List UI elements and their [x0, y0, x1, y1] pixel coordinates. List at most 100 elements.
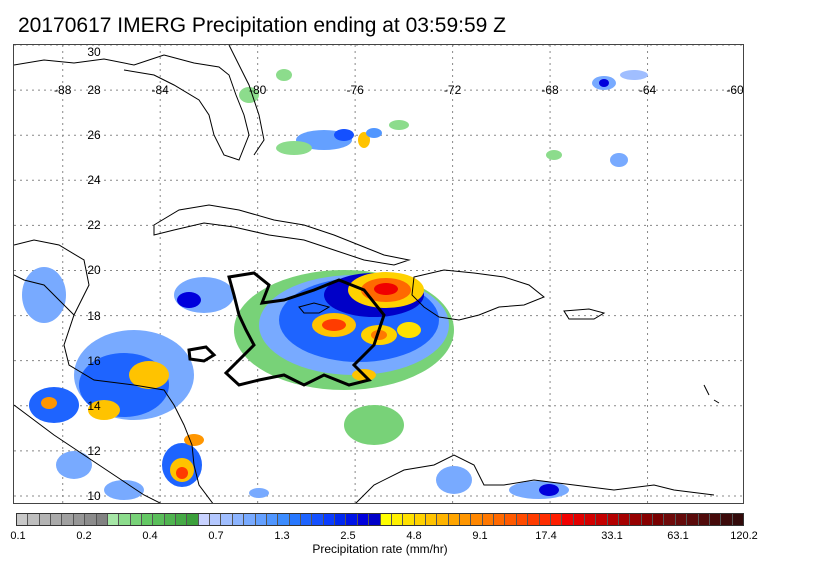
colorbar-tick-label: 0.7	[208, 530, 224, 542]
colorbar-swatch	[653, 514, 665, 525]
colorbar-swatch	[380, 514, 392, 525]
precip-cell	[599, 79, 609, 87]
lat-label: 24	[87, 173, 101, 188]
colorbar-swatch	[494, 514, 506, 525]
colorbar-swatch	[266, 514, 279, 525]
colorbar-swatch	[505, 514, 517, 525]
precip-cell	[610, 153, 628, 167]
colorbar-swatch	[596, 514, 608, 525]
colorbar-swatch	[721, 514, 733, 525]
colorbar-swatch	[369, 514, 381, 525]
colorbar-swatch	[119, 514, 131, 525]
colorbar-swatch	[198, 514, 211, 525]
colorbar-swatch	[425, 514, 438, 525]
colorbar-swatch	[255, 514, 267, 525]
lat-label: 26	[87, 128, 101, 143]
precip-cell	[104, 480, 144, 500]
colorbar-swatch	[675, 514, 688, 525]
colorbar-tick-label: 120.2	[730, 530, 758, 542]
colorbar-swatch	[573, 514, 585, 525]
colorbar-swatch	[550, 514, 563, 525]
coastline-south-america	[355, 454, 715, 503]
precip-cell	[177, 292, 201, 308]
colorbar	[16, 513, 744, 526]
colorbar-label: Precipitation rate (mm/hr)	[312, 542, 448, 556]
colorbar-tick-label: 1.3	[274, 530, 290, 542]
colorbar-swatch	[516, 514, 529, 525]
colorbar-swatch	[403, 514, 415, 525]
colorbar-swatch	[62, 514, 74, 525]
colorbar-swatch	[346, 514, 358, 525]
precip-cell	[322, 319, 346, 331]
lat-label: 20	[87, 263, 101, 278]
precip-cell	[397, 322, 421, 338]
lat-label: 12	[87, 443, 101, 458]
colorbar-swatch	[732, 514, 743, 525]
colorbar-swatch	[141, 514, 154, 525]
lon-label: -64	[638, 83, 657, 98]
colorbar-swatch	[187, 514, 199, 525]
lat-label: 28	[87, 83, 101, 98]
colorbar-swatch	[107, 514, 120, 525]
coastline-gulf	[14, 54, 165, 66]
precip-cell	[22, 267, 66, 323]
lon-label: -68	[541, 83, 559, 98]
precip-cell	[334, 129, 354, 141]
colorbar-swatch	[51, 514, 63, 525]
colorbar-swatch	[482, 514, 495, 525]
precipitation-field	[22, 69, 648, 500]
colorbar-tick-label: 63.1	[667, 530, 689, 542]
colorbar-tick-label: 0.1	[10, 530, 26, 542]
colorbar-swatch	[232, 514, 245, 525]
colorbar-swatch	[28, 514, 40, 525]
colorbar-tick-label: 17.4	[535, 530, 557, 542]
colorbar-swatch	[641, 514, 654, 525]
coastline-florida-east	[228, 45, 265, 156]
colorbar-swatch	[221, 514, 233, 525]
lat-label: 10	[87, 488, 101, 503]
coastline-puerto-rico	[563, 308, 606, 320]
colorbar-swatch	[17, 514, 29, 525]
lat-label: 22	[87, 218, 101, 233]
map-canvas	[14, 45, 743, 503]
colorbar-swatch	[562, 514, 574, 525]
precip-cell	[539, 484, 559, 496]
precip-cell	[374, 283, 398, 295]
colorbar-swatch	[607, 514, 620, 525]
colorbar-swatch	[630, 514, 642, 525]
coastline-pacific	[14, 404, 162, 503]
colorbar-tick-label: 0.2	[76, 530, 92, 542]
coastlines	[14, 45, 720, 503]
colorbar-swatch	[335, 514, 347, 525]
precipitation-map: 30 28 26 24 22 20 18 16 14 12 10 -88 -84 -80 -76 -72 -68…	[13, 44, 744, 504]
coastline-lesser-antilles	[703, 384, 720, 404]
coastline-cuba	[153, 204, 411, 266]
alert-outline	[187, 271, 386, 387]
precip-cell	[344, 405, 404, 445]
colorbar-swatch	[73, 514, 86, 525]
lon-label: -84	[151, 83, 169, 98]
colorbar-swatch	[539, 514, 551, 525]
colorbar-swatch	[528, 514, 540, 525]
precip-cell	[358, 132, 370, 148]
precip-cell	[436, 466, 472, 494]
precip-cell	[249, 488, 269, 498]
precip-cell	[88, 400, 120, 420]
colorbar-swatch	[664, 514, 676, 525]
colorbar-tick-label: 2.5	[340, 530, 356, 542]
colorbar-swatch	[687, 514, 699, 525]
precip-cell	[176, 467, 188, 479]
colorbar-swatch	[414, 514, 426, 525]
colorbar-swatch	[39, 514, 52, 525]
precip-cell	[366, 128, 382, 138]
precip-cell	[56, 451, 92, 479]
colorbar-swatch	[278, 514, 290, 525]
colorbar-swatch	[471, 514, 483, 525]
colorbar-swatch	[289, 514, 301, 525]
colorbar-swatch	[698, 514, 710, 525]
colorbar-swatch	[300, 514, 313, 525]
lat-label: 16	[87, 353, 101, 368]
colorbar-swatch	[164, 514, 177, 525]
colorbar-swatch	[584, 514, 597, 525]
lat-label: 14	[87, 398, 101, 413]
